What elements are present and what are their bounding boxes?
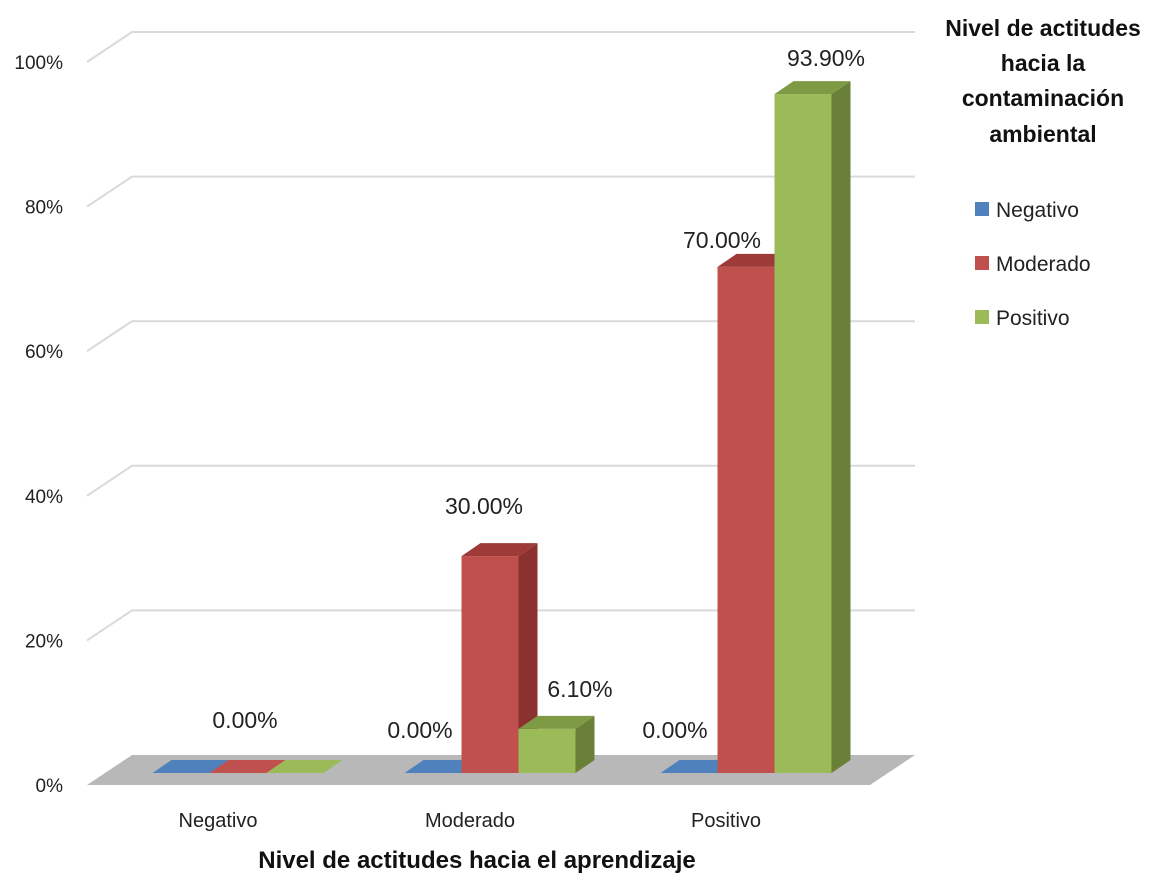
gridline <box>86 320 915 353</box>
y-tick-label: 40% <box>25 487 63 508</box>
bar-negativo-negativo <box>152 760 229 773</box>
legend-label: Moderado <box>996 253 1091 276</box>
legend-swatch <box>975 202 989 216</box>
y-tick-label: 0% <box>36 776 64 797</box>
gridline <box>86 464 915 497</box>
bar-positivo-positivo <box>774 81 851 773</box>
x-tick-label: Moderado <box>425 810 515 832</box>
x-tick-label: Positivo <box>691 810 761 832</box>
bar-top <box>518 715 595 729</box>
legend-title-line: ambiental <box>989 121 1096 147</box>
data-label: 0.00% <box>387 717 452 743</box>
legend-swatch <box>975 310 989 324</box>
y-tick-label: 60% <box>25 342 63 363</box>
bar-moderado-moderado <box>461 543 538 773</box>
data-label: 0.00% <box>642 717 707 743</box>
bar-side <box>518 543 538 773</box>
bar-flat-top <box>209 760 286 773</box>
x-tick-label: Negativo <box>179 810 258 832</box>
bar-top <box>774 81 851 95</box>
legend-swatch <box>975 256 989 270</box>
bar-positivo-moderado <box>518 715 595 773</box>
bar-front <box>774 94 832 773</box>
bar-flat-top <box>152 760 229 773</box>
data-label: 70.00% <box>683 227 761 253</box>
bar-flat-top <box>266 760 343 773</box>
bar-side <box>575 715 595 773</box>
bar-moderado-negativo <box>209 760 286 773</box>
data-label: 30.00% <box>445 493 523 519</box>
legend-title-line: contaminación <box>962 85 1124 111</box>
y-tick-label: 80% <box>25 198 63 219</box>
gridline <box>86 175 915 208</box>
legend-title-line: hacia la <box>1001 50 1086 76</box>
y-tick-label: 100% <box>14 53 63 74</box>
bar-top <box>461 543 538 557</box>
bar-front <box>717 266 775 773</box>
bar-front <box>518 728 576 773</box>
legend-label: Positivo <box>996 307 1070 330</box>
x-axis-title: Nivel de actitudes hacia el aprendizaje <box>258 847 696 874</box>
data-label: 93.90% <box>787 45 865 71</box>
bar-front <box>461 556 519 773</box>
gridline <box>86 609 915 642</box>
bar-side <box>831 81 851 773</box>
legend-label: Negativo <box>996 199 1079 222</box>
data-label: 6.10% <box>547 676 612 702</box>
legend-title-line: Nivel de actitudes <box>945 15 1141 41</box>
data-label: 0.00% <box>212 707 277 733</box>
y-tick-label: 20% <box>25 631 63 652</box>
bar-positivo-negativo <box>266 760 343 773</box>
gridline <box>86 31 915 63</box>
